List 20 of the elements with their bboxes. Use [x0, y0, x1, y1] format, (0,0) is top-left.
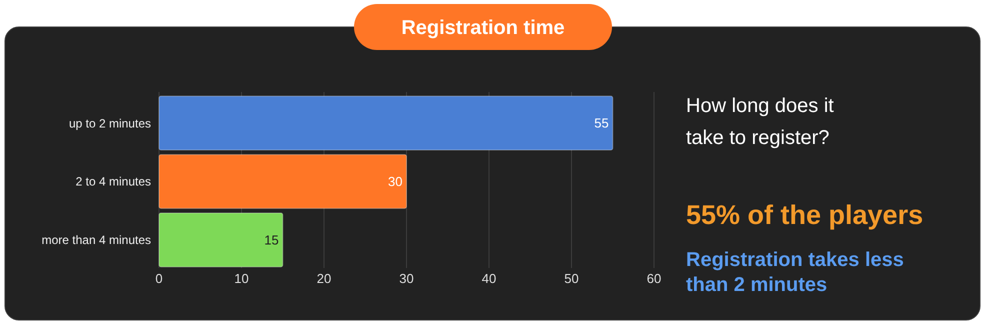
text: Registration takes less than 2 minutes [686, 249, 904, 296]
x-tick-label: 40 [482, 271, 496, 286]
data-label: 55 [594, 116, 609, 131]
y-tick-label: up to 2 minutes [68, 116, 151, 130]
x-tick-label: 10 [234, 271, 249, 286]
x-tick-label: 50 [564, 271, 579, 286]
bar [158, 212, 284, 268]
y-tick-label: 2 to 4 minutes [76, 174, 151, 189]
x-tick-label: 30 [399, 271, 414, 286]
text: 55% of the players [686, 200, 924, 230]
text: How long does it take to register? [686, 95, 834, 149]
x-tick-label: 0 [155, 271, 163, 286]
chart-title: Registration time [401, 17, 565, 39]
y-tick-label: more than 4 minutes [42, 233, 151, 248]
x-tick-label: 60 [646, 271, 662, 286]
bar [158, 96, 614, 150]
data-label: 15 [264, 232, 279, 248]
bar [158, 154, 407, 209]
x-tick-label: 20 [316, 271, 332, 286]
data-label: 30 [388, 174, 402, 190]
